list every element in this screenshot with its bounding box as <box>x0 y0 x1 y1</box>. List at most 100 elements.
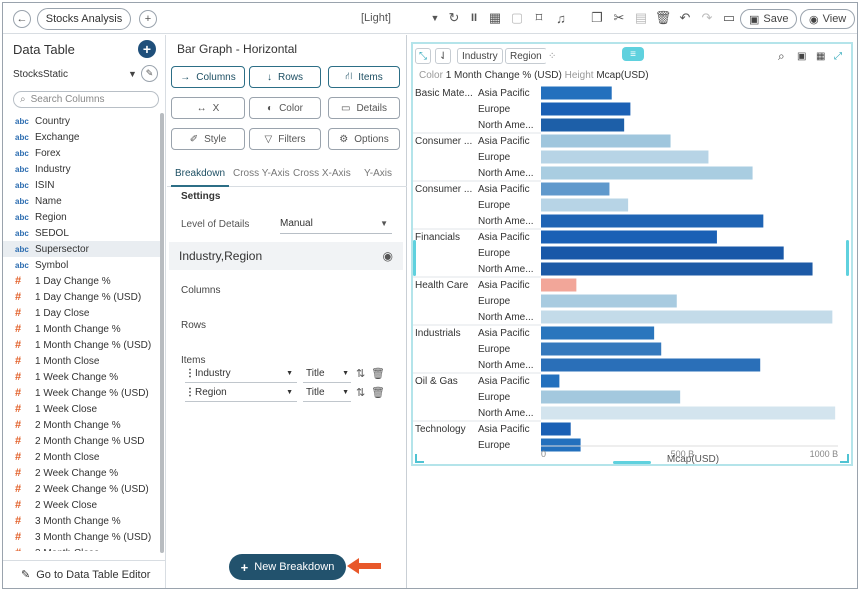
column-item[interactable]: #1 Day Change % (USD) <box>3 289 160 305</box>
bar[interactable] <box>541 310 833 324</box>
right-drag-handle[interactable] <box>846 240 849 276</box>
chevron-down-icon[interactable]: ▼ <box>128 69 137 79</box>
bar[interactable] <box>541 390 681 404</box>
column-item[interactable]: #3 Month Close <box>3 545 160 551</box>
view-button[interactable]: ◉ View <box>800 9 856 29</box>
filters-button[interactable]: ▽ Filters <box>249 128 321 150</box>
sort-icon[interactable]: ⇅ <box>356 368 366 380</box>
resize-corner[interactable] <box>840 454 849 463</box>
drag-handle-icon[interactable]: ⋮ <box>185 368 195 379</box>
details-button[interactable]: ▭ Details <box>328 97 400 119</box>
source-selector[interactable]: StocksStatic <box>13 69 69 80</box>
item-field-select[interactable]: ⋮ Region ▼ <box>185 384 297 402</box>
back-icon[interactable]: ← <box>13 10 31 28</box>
calendar-icon[interactable]: ▦ <box>488 10 502 25</box>
copy-icon[interactable]: ❐ <box>591 10 603 25</box>
legend-color-value[interactable]: 1 Month Change % (USD) <box>445 70 562 81</box>
column-item[interactable]: abc SEDOL <box>3 225 160 241</box>
scrollbar[interactable] <box>160 113 164 553</box>
bar[interactable] <box>541 86 612 100</box>
resize-corner[interactable] <box>415 454 424 463</box>
bar[interactable] <box>541 374 560 388</box>
bar[interactable] <box>541 278 577 292</box>
pause-icon[interactable]: II <box>470 12 478 24</box>
column-item[interactable]: abc Supersector <box>3 241 160 257</box>
breakdown-header[interactable]: Industry,Region ◉ <box>169 242 403 270</box>
bar[interactable] <box>541 134 671 148</box>
bar[interactable] <box>541 246 784 260</box>
column-item[interactable]: abc ISIN <box>3 177 160 193</box>
delete-icon[interactable]: 🗑 <box>371 387 385 399</box>
cut-icon[interactable]: ✂ <box>613 10 625 25</box>
column-item[interactable]: #1 Week Close <box>3 401 160 417</box>
table-icon[interactable]: ▦ <box>816 48 826 64</box>
item-mode-select[interactable]: Title ▼ <box>303 365 351 383</box>
new-breakdown-button[interactable]: + New Breakdown <box>229 554 346 580</box>
column-item[interactable]: #2 Week Change % <box>3 465 160 481</box>
column-item[interactable]: #1 Month Close <box>3 353 160 369</box>
column-item[interactable]: abc Region <box>3 209 160 225</box>
column-item[interactable]: abc Symbol <box>3 257 160 273</box>
bell-icon[interactable]: ♫ <box>556 10 566 26</box>
item-field-select[interactable]: ⋮ Industry ▼ <box>185 365 297 383</box>
column-item[interactable]: #2 Month Change % USD <box>3 433 160 449</box>
column-item[interactable]: #1 Week Change % (USD) <box>3 385 160 401</box>
bar[interactable] <box>541 166 753 180</box>
sort-icon[interactable]: ⇅ <box>356 387 366 399</box>
bar[interactable] <box>541 342 662 356</box>
sort-icon[interactable]: ⇃ <box>435 48 452 64</box>
comment-icon[interactable]: ▭ <box>722 10 736 25</box>
chip-region[interactable]: Region <box>505 48 547 64</box>
color-button[interactable]: ◐ Color <box>249 97 321 119</box>
chip-industry[interactable]: Industry <box>457 48 503 64</box>
bar[interactable] <box>541 102 631 116</box>
undo-icon[interactable]: ↶ <box>679 10 691 25</box>
drag-handle-icon[interactable]: ⋮ <box>185 387 195 398</box>
column-item[interactable]: #2 Month Close <box>3 449 160 465</box>
theme-label[interactable]: [Light] <box>361 12 391 24</box>
left-drag-handle[interactable] <box>413 240 416 276</box>
column-item[interactable]: abc Forex <box>3 145 160 161</box>
bar-graph-visualization[interactable]: ⤡ ⇃ Industry Region ⁘ ≡ ⌕ ▣ ▦ ⤢ Color 1 … <box>411 42 853 466</box>
tab-y-axis[interactable]: Y-Axis <box>364 168 392 179</box>
column-item[interactable]: #1 Day Change % <box>3 273 160 289</box>
paste-icon[interactable]: ▤ <box>634 10 648 25</box>
bar[interactable] <box>541 230 717 244</box>
x-button[interactable]: ↔ X <box>171 97 245 119</box>
bar[interactable] <box>541 182 610 196</box>
bar[interactable] <box>541 438 581 452</box>
column-item[interactable]: #1 Month Change % (USD) <box>3 337 160 353</box>
column-item[interactable]: #2 Week Change % (USD) <box>3 481 160 497</box>
column-item[interactable]: #3 Month Change % <box>3 513 160 529</box>
bar[interactable] <box>541 150 709 164</box>
redo-icon[interactable]: ↷ <box>701 10 713 25</box>
search-input[interactable]: ⌕ Search Columns <box>13 91 159 108</box>
item-mode-select[interactable]: Title ▼ <box>303 384 351 402</box>
column-item[interactable]: #1 Day Close <box>3 305 160 321</box>
style-button[interactable]: ✐ Style <box>171 128 245 150</box>
options-button[interactable]: ⚙ Options <box>328 128 400 150</box>
refresh-icon[interactable]: ↻ <box>448 10 460 25</box>
tab-breakdown[interactable]: Breakdown <box>175 168 226 179</box>
items-button[interactable]: ⛙ Items <box>328 66 400 88</box>
bar[interactable] <box>541 294 677 308</box>
pdf-icon[interactable]: ▢ <box>510 10 524 25</box>
expand-icon[interactable]: ⤡ <box>415 48 431 64</box>
bar[interactable] <box>541 326 655 340</box>
legend-height-value[interactable]: Mcap(USD) <box>596 70 649 81</box>
level-of-details-select[interactable]: Manual ▼ <box>280 214 392 234</box>
search-icon[interactable]: ⌕ <box>778 48 785 64</box>
bar[interactable] <box>541 262 813 276</box>
delete-icon[interactable]: 🗑 <box>654 10 672 25</box>
column-item[interactable]: abc Country <box>3 113 160 129</box>
column-item[interactable]: abc Exchange <box>3 129 160 145</box>
column-item[interactable]: abc Industry <box>3 161 160 177</box>
save-button[interactable]: ▣ Save <box>740 9 798 29</box>
tab-cross-y-axis[interactable]: Cross Y-Axis <box>233 168 290 179</box>
chevron-down-icon[interactable]: ▼ <box>430 13 440 23</box>
column-item[interactable]: #2 Month Change % <box>3 417 160 433</box>
edit-icon[interactable]: ✎ <box>141 65 158 82</box>
drag-handle-icon[interactable]: ≡ <box>622 47 644 61</box>
column-item[interactable]: #1 Week Change % <box>3 369 160 385</box>
eye-icon[interactable]: ◉ <box>382 249 393 263</box>
